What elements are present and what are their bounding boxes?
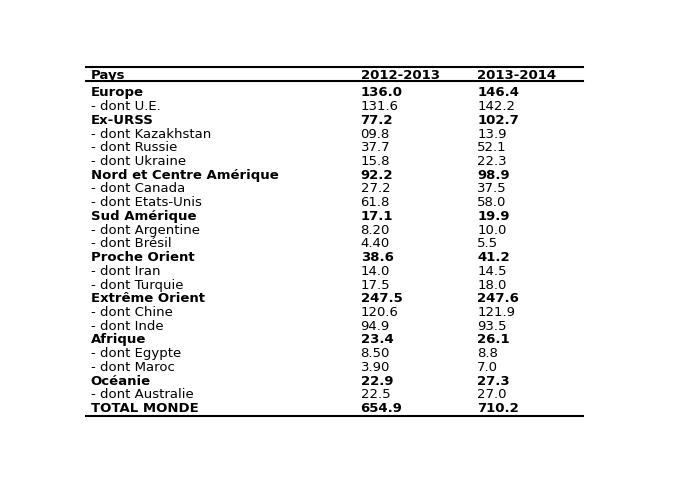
Text: - dont Chine: - dont Chine xyxy=(91,306,173,319)
Text: 14.5: 14.5 xyxy=(477,265,507,278)
Text: - dont Russie: - dont Russie xyxy=(91,141,177,154)
Text: 136.0: 136.0 xyxy=(361,87,402,99)
Text: 247.5: 247.5 xyxy=(361,292,402,305)
Text: 41.2: 41.2 xyxy=(477,251,510,264)
Text: 102.7: 102.7 xyxy=(477,114,519,127)
Text: - dont Argentine: - dont Argentine xyxy=(91,224,199,237)
Text: 27.2: 27.2 xyxy=(361,182,390,196)
Text: Extrême Orient: Extrême Orient xyxy=(91,292,205,305)
Text: 27.3: 27.3 xyxy=(477,375,510,388)
Text: Europe: Europe xyxy=(91,87,143,99)
Text: 92.2: 92.2 xyxy=(361,169,393,182)
Text: 17.5: 17.5 xyxy=(361,278,390,291)
Text: Océanie: Océanie xyxy=(91,375,151,388)
Text: 27.0: 27.0 xyxy=(477,388,507,401)
Text: - dont Canada: - dont Canada xyxy=(91,182,185,196)
Text: TOTAL MONDE: TOTAL MONDE xyxy=(91,402,199,415)
Text: 654.9: 654.9 xyxy=(361,402,402,415)
Text: - dont Inde: - dont Inde xyxy=(91,320,163,333)
Text: 131.6: 131.6 xyxy=(361,100,399,113)
Text: 23.4: 23.4 xyxy=(361,333,393,347)
Text: 8.20: 8.20 xyxy=(361,224,390,237)
Text: - dont Turquie: - dont Turquie xyxy=(91,278,183,291)
Text: 4.40: 4.40 xyxy=(361,237,390,250)
Text: - dont Etats-Unis: - dont Etats-Unis xyxy=(91,196,201,209)
Text: - dont Maroc: - dont Maroc xyxy=(91,361,175,374)
Text: 710.2: 710.2 xyxy=(477,402,519,415)
Text: 5.5: 5.5 xyxy=(477,237,498,250)
Text: 13.9: 13.9 xyxy=(477,128,507,140)
Text: Sud Amérique: Sud Amérique xyxy=(91,210,196,223)
Text: - dont Brésil: - dont Brésil xyxy=(91,237,171,250)
Text: 120.6: 120.6 xyxy=(361,306,398,319)
Text: 2013-2014: 2013-2014 xyxy=(477,69,556,82)
Text: 37.7: 37.7 xyxy=(361,141,390,154)
Text: Proche Orient: Proche Orient xyxy=(91,251,194,264)
Text: 94.9: 94.9 xyxy=(361,320,390,333)
Text: - dont Ukraine: - dont Ukraine xyxy=(91,155,186,168)
Text: 15.8: 15.8 xyxy=(361,155,390,168)
Text: 38.6: 38.6 xyxy=(361,251,393,264)
Text: 22.5: 22.5 xyxy=(361,388,390,401)
Text: 3.90: 3.90 xyxy=(361,361,390,374)
Text: 146.4: 146.4 xyxy=(477,87,519,99)
Text: 93.5: 93.5 xyxy=(477,320,507,333)
Text: 19.9: 19.9 xyxy=(477,210,510,223)
Text: 09.8: 09.8 xyxy=(361,128,390,140)
Text: Pays: Pays xyxy=(91,69,125,82)
Text: 142.2: 142.2 xyxy=(477,100,515,113)
Text: 77.2: 77.2 xyxy=(361,114,393,127)
Text: 37.5: 37.5 xyxy=(477,182,507,196)
Text: Nord et Centre Amérique: Nord et Centre Amérique xyxy=(91,169,279,182)
Text: - dont Iran: - dont Iran xyxy=(91,265,161,278)
Text: 22.9: 22.9 xyxy=(361,375,393,388)
Text: 17.1: 17.1 xyxy=(361,210,393,223)
Text: - dont U.E.: - dont U.E. xyxy=(91,100,161,113)
Text: 10.0: 10.0 xyxy=(477,224,507,237)
Text: 98.9: 98.9 xyxy=(477,169,510,182)
Text: Afrique: Afrique xyxy=(91,333,146,347)
Text: 52.1: 52.1 xyxy=(477,141,507,154)
Text: Ex-URSS: Ex-URSS xyxy=(91,114,154,127)
Text: 26.1: 26.1 xyxy=(477,333,510,347)
Text: - dont Egypte: - dont Egypte xyxy=(91,347,181,360)
Text: 247.6: 247.6 xyxy=(477,292,519,305)
Text: - dont Kazakhstan: - dont Kazakhstan xyxy=(91,128,211,140)
Text: 58.0: 58.0 xyxy=(477,196,507,209)
Text: 61.8: 61.8 xyxy=(361,196,390,209)
Text: 22.3: 22.3 xyxy=(477,155,507,168)
Text: 8.8: 8.8 xyxy=(477,347,498,360)
Text: 7.0: 7.0 xyxy=(477,361,498,374)
Text: - dont Australie: - dont Australie xyxy=(91,388,193,401)
Text: 14.0: 14.0 xyxy=(361,265,390,278)
Text: 8.50: 8.50 xyxy=(361,347,390,360)
Text: 2012-2013: 2012-2013 xyxy=(361,69,440,82)
Text: 121.9: 121.9 xyxy=(477,306,515,319)
Text: 18.0: 18.0 xyxy=(477,278,507,291)
